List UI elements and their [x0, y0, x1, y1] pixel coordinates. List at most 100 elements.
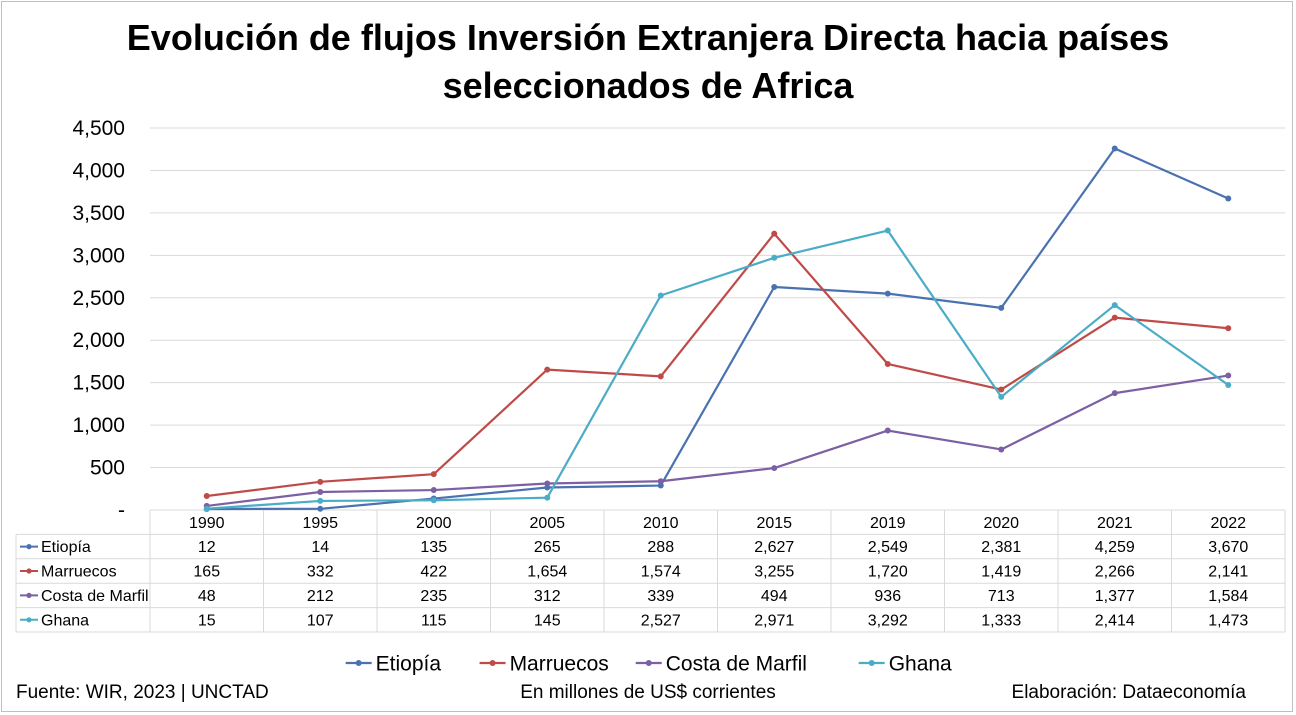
data-point	[317, 478, 324, 485]
chart-title: Evolución de flujos Inversión Extranjera…	[0, 14, 1296, 110]
chart-title-line-1: Evolución de flujos Inversión Extranjera…	[126, 17, 1170, 58]
table-cell-value: 212	[307, 588, 334, 605]
table-cell-value: 165	[193, 564, 220, 581]
data-point	[1111, 314, 1118, 321]
data-point	[884, 427, 891, 434]
table-cell-value: 1,574	[641, 564, 681, 581]
data-point	[657, 373, 664, 380]
data-point	[771, 465, 778, 472]
data-point	[771, 230, 778, 237]
units-note: En millones de US$ corrientes	[520, 682, 776, 703]
y-tick-label: 4,000	[72, 159, 125, 182]
table-cell-value: 494	[761, 588, 788, 605]
table-cell-value: 332	[307, 564, 334, 581]
table-cell-value: 145	[534, 612, 561, 629]
series-line	[206, 147, 1229, 511]
table-cell-value: 2,627	[754, 539, 794, 556]
table-cell-value: 1,419	[981, 564, 1021, 581]
table-series-name: Costa de Marfil	[41, 588, 149, 605]
data-point	[771, 283, 778, 290]
data-point	[544, 366, 551, 373]
table-cell-value: 713	[988, 588, 1015, 605]
y-tick-label: 2,000	[72, 329, 125, 352]
table-cell-value: 312	[534, 588, 561, 605]
table-legend-key-marker	[26, 617, 32, 623]
data-point	[544, 494, 551, 501]
data-point	[998, 446, 1005, 453]
table-cell-value: 2,971	[754, 612, 794, 629]
legend-label: Costa de Marfil	[666, 653, 807, 676]
table-cell-value: 2,549	[868, 539, 908, 556]
table-cell-value: 339	[647, 588, 674, 605]
table-cell-value: 12	[198, 539, 216, 556]
table-cell-value: 3,670	[1208, 539, 1248, 556]
table-cell-value: 288	[647, 539, 674, 556]
table-series-name: Marruecos	[41, 564, 117, 581]
data-point	[430, 497, 437, 504]
table-cell-value: 48	[198, 588, 216, 605]
y-tick-label: 4,500	[72, 117, 125, 140]
table-legend-key-marker	[26, 544, 32, 550]
legend-label: Ghana	[889, 653, 952, 676]
table-cell-value: 1,654	[527, 564, 567, 581]
legend-key-marker	[355, 660, 362, 666]
y-tick-label: -	[118, 499, 125, 522]
x-tick-label: 2020	[983, 515, 1019, 532]
table-cell-value: 3,255	[754, 564, 794, 581]
x-tick-label: 2021	[1097, 515, 1133, 532]
data-point	[998, 393, 1005, 400]
y-tick-label: 1,000	[72, 414, 125, 437]
data-point	[884, 360, 891, 367]
data-point	[657, 482, 664, 489]
legend-key-marker	[868, 660, 875, 666]
x-tick-label: 2022	[1210, 515, 1246, 532]
data-point	[1225, 372, 1232, 379]
x-tick-label: 2000	[416, 515, 452, 532]
table-cell-value: 2,141	[1208, 564, 1248, 581]
table-cell-value: 2,527	[641, 612, 681, 629]
x-tick-label: 2015	[756, 515, 792, 532]
data-point	[998, 304, 1005, 311]
data-point	[771, 254, 778, 261]
data-point	[657, 292, 664, 299]
table-legend-key-marker	[26, 568, 32, 574]
x-tick-label: 2010	[643, 515, 679, 532]
legend-label: Etiopía	[376, 653, 442, 676]
legend-key-marker	[489, 660, 496, 666]
table-cell-value: 4,259	[1095, 539, 1135, 556]
x-tick-label: 2019	[870, 515, 906, 532]
series-line	[206, 374, 1229, 508]
table-cell-value: 3,292	[868, 612, 908, 629]
y-tick-label: 3,500	[72, 202, 125, 225]
table-cell-value: 2,381	[981, 539, 1021, 556]
data-point	[1111, 390, 1118, 397]
table-series-name: Etiopía	[41, 539, 91, 556]
data-point	[1225, 381, 1232, 388]
table-cell-value: 1,473	[1208, 612, 1248, 629]
data-point	[1111, 302, 1118, 309]
y-tick-label: 500	[90, 457, 125, 480]
y-tick-label: 1,500	[72, 372, 125, 395]
table-cell-value: 115	[421, 612, 447, 629]
x-tick-label: 1990	[189, 515, 225, 532]
series-line	[206, 229, 1229, 510]
source-note: Fuente: WIR, 2023 | UNCTAD	[16, 682, 269, 703]
data-point	[998, 386, 1005, 393]
y-tick-label: 2,500	[72, 287, 125, 310]
table-cell-value: 2,414	[1095, 612, 1135, 629]
table-cell-value: 15	[198, 612, 216, 629]
legend-key-marker	[645, 660, 652, 666]
data-point	[1111, 145, 1118, 152]
table-cell-value: 936	[874, 588, 901, 605]
x-tick-label: 2005	[529, 515, 565, 532]
y-tick-label: 3,000	[72, 244, 125, 267]
data-point	[544, 480, 551, 487]
table-series-name: Ghana	[41, 612, 89, 629]
credit-note: Elaboración: Dataeconomía	[1011, 682, 1246, 703]
table-cell-value: 1,584	[1208, 588, 1248, 605]
table-cell-value: 1,720	[868, 564, 908, 581]
data-point	[430, 471, 437, 478]
chart-title-line-2: seleccionados de Africa	[442, 65, 854, 106]
